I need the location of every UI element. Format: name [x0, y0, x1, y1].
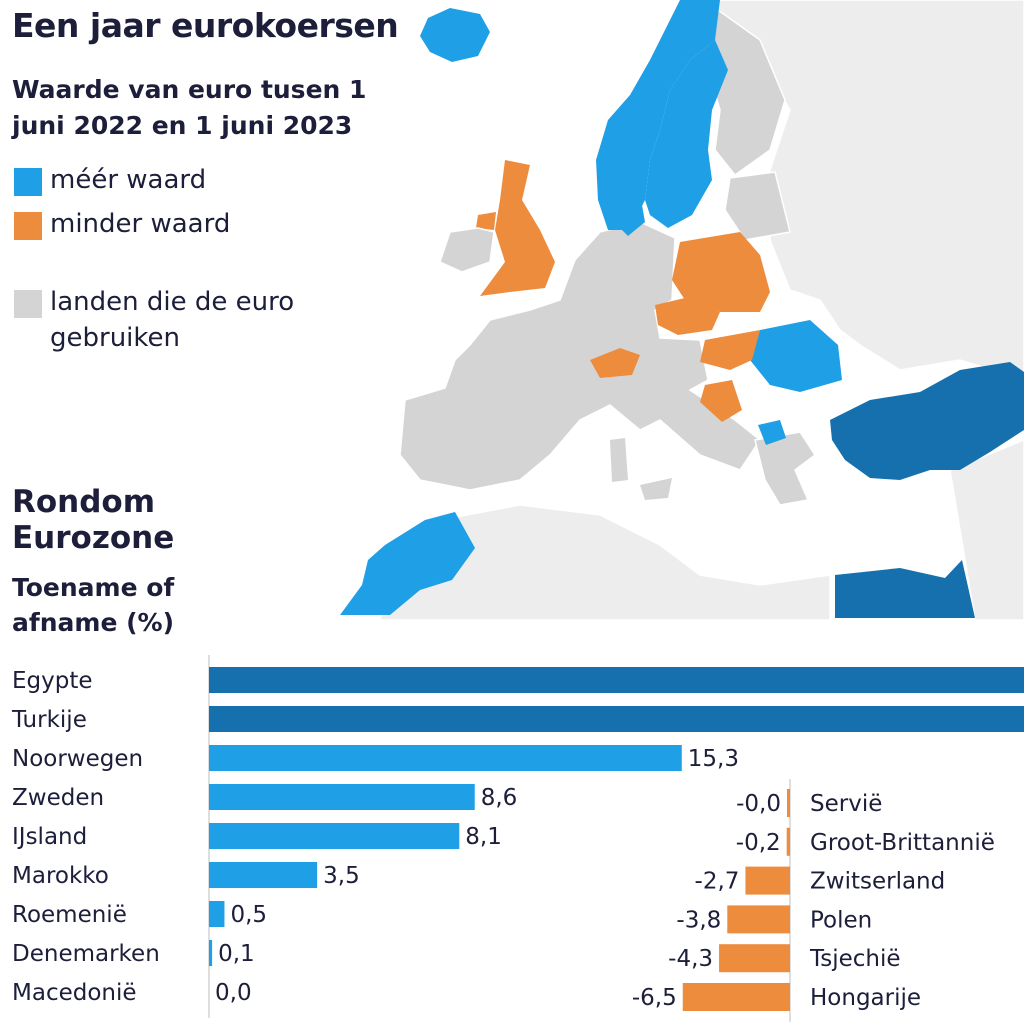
value-label: 8,1 — [465, 824, 502, 850]
map-poland — [672, 232, 770, 312]
value-label: 15,3 — [688, 746, 739, 772]
section-title: Rondom Eurozone — [12, 484, 175, 556]
category-label: Zwitserland — [810, 869, 945, 895]
region-sardinia — [610, 438, 628, 482]
value-label: 0,1 — [218, 941, 255, 967]
legend-swatch-orange — [14, 212, 42, 240]
map-denmark — [616, 194, 645, 236]
map-ireland — [439, 227, 495, 273]
bar — [209, 901, 225, 927]
bar — [727, 905, 790, 934]
category-label: Polen — [810, 907, 872, 933]
map-macedonia — [758, 420, 786, 445]
map-romania — [750, 320, 842, 392]
category-label: Macedonië — [12, 980, 137, 1006]
bar — [719, 944, 790, 973]
bar — [209, 667, 1024, 693]
bar — [786, 827, 790, 856]
bar — [209, 706, 1024, 732]
category-label: Hongarije — [810, 985, 921, 1011]
chart-positive-group: Egypte68,8Turkije27,9Noorwegen15,3Zweden… — [11, 655, 1024, 1018]
map-hungary — [700, 330, 760, 370]
bar — [209, 745, 682, 771]
bar — [209, 940, 213, 966]
category-label: Noorwegen — [12, 746, 143, 772]
map-sweden — [645, 40, 728, 228]
map-egypt — [835, 560, 975, 618]
category-label: Roemenië — [12, 902, 127, 928]
chart-negative-group: -0,0 Servië -0,2 Groot-Brittannië -2,7 Zwitse… — [632, 779, 995, 1022]
value-label: -6,5 — [632, 985, 677, 1011]
map-turkey — [830, 362, 1024, 480]
value-label: -4,3 — [668, 946, 713, 972]
bar-chart: Egypte68,8Turkije27,9Noorwegen15,3Zweden… — [11, 655, 1024, 1022]
bar — [209, 784, 475, 810]
map-great-britain — [480, 160, 555, 296]
value-label: 3,5 — [323, 863, 360, 889]
bar — [787, 789, 790, 817]
value-label: 0,0 — [215, 980, 252, 1006]
category-label: Groot-Brittannië — [810, 830, 995, 856]
region-sicily — [640, 478, 672, 500]
map-czechia — [655, 298, 720, 335]
value-label: 0,5 — [230, 902, 267, 928]
map-switzerland — [590, 348, 640, 378]
category-label: Egypte — [12, 668, 93, 694]
category-label: Zweden — [12, 785, 104, 811]
bar — [209, 823, 460, 849]
section-subtitle: Toename of afname (%) — [12, 573, 175, 637]
category-label: IJsland — [12, 824, 87, 850]
bar — [209, 862, 318, 888]
map-norway — [596, 0, 720, 230]
legend-label: minder waard — [50, 209, 231, 239]
europe-map — [340, 0, 1024, 620]
region-eurozone — [399, 221, 762, 491]
map-serbia — [700, 380, 742, 422]
legend-label: méér waard — [50, 165, 207, 195]
category-label: Marokko — [12, 863, 109, 889]
category-label: Denemarken — [12, 941, 160, 967]
page-title: Een jaar eurokoersen — [12, 6, 399, 45]
map-morocco — [340, 512, 475, 615]
map-iceland — [420, 8, 490, 62]
legend-label: landen die de euro gebruiken — [50, 287, 295, 353]
page-subtitle: Waarde van euro tusen 1 juni 2022 en 1 j… — [12, 75, 367, 140]
bar — [682, 983, 790, 1011]
legend-swatch-blue — [14, 168, 42, 196]
region-greece — [754, 431, 817, 506]
value-label: 8,6 — [481, 785, 518, 811]
value-label: -0,2 — [736, 830, 781, 856]
category-label: Turkije — [11, 707, 87, 733]
value-label: -2,7 — [695, 869, 740, 895]
category-label: Tsjechië — [809, 946, 901, 972]
bar — [745, 866, 790, 895]
map-northern-ireland — [476, 212, 496, 230]
value-label: -3,8 — [676, 907, 721, 933]
region-middle-east-land — [949, 439, 1024, 620]
value-label: -0,0 — [736, 791, 781, 817]
legend-swatch-grey — [14, 290, 42, 318]
category-label: Servië — [810, 791, 882, 817]
